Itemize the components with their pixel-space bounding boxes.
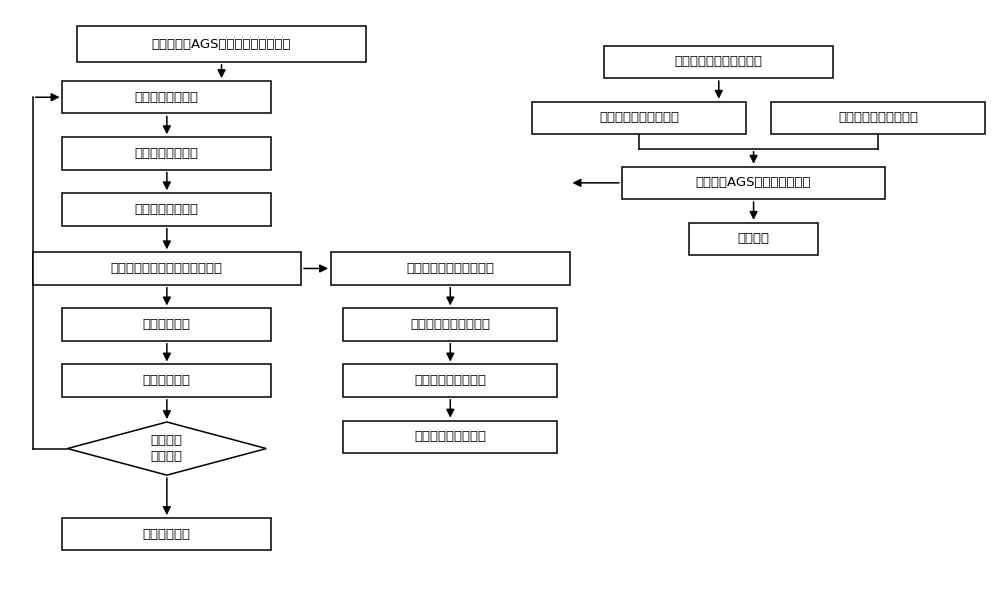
FancyBboxPatch shape xyxy=(532,102,746,134)
FancyBboxPatch shape xyxy=(622,167,885,199)
Text: 控制策略集成至上位机: 控制策略集成至上位机 xyxy=(838,111,918,125)
Text: 确定车速、AGS开度及风扇转速范围: 确定车速、AGS开度及风扇转速范围 xyxy=(152,38,291,51)
Text: 确定样本方案个数: 确定样本方案个数 xyxy=(135,91,199,104)
FancyBboxPatch shape xyxy=(604,45,833,78)
FancyBboxPatch shape xyxy=(343,308,557,341)
FancyBboxPatch shape xyxy=(343,421,557,453)
FancyBboxPatch shape xyxy=(62,308,271,341)
FancyBboxPatch shape xyxy=(77,26,366,62)
Text: 样本方案仿真计算: 样本方案仿真计算 xyxy=(135,203,199,216)
Text: 输出代理模型: 输出代理模型 xyxy=(143,527,191,541)
FancyBboxPatch shape xyxy=(62,81,271,113)
Text: 每一时刻AGS开度及风扇转速: 每一时刻AGS开度及风扇转速 xyxy=(696,176,811,190)
Text: 采集结果输入至上位机: 采集结果输入至上位机 xyxy=(599,111,679,125)
Text: 计算得到换热器进风量: 计算得到换热器进风量 xyxy=(410,318,490,331)
FancyBboxPatch shape xyxy=(771,102,985,134)
FancyBboxPatch shape xyxy=(33,252,301,285)
FancyBboxPatch shape xyxy=(689,223,818,255)
Text: 构建代理模型: 构建代理模型 xyxy=(143,318,191,331)
Text: 是否满足
精度要求: 是否满足 精度要求 xyxy=(151,434,183,463)
Text: 将代理模型集成至上位机: 将代理模型集成至上位机 xyxy=(406,262,494,275)
Text: 车速信息: 车速信息 xyxy=(738,232,770,246)
Polygon shape xyxy=(67,422,266,475)
FancyBboxPatch shape xyxy=(62,137,271,170)
Text: 确定样本方案列表: 确定样本方案列表 xyxy=(135,147,199,160)
Text: 代理模型验算: 代理模型验算 xyxy=(143,374,191,387)
Text: 热管理关键部件温度采集: 热管理关键部件温度采集 xyxy=(675,55,763,69)
Text: 不同方案换热器进风量计算结果: 不同方案换热器进风量计算结果 xyxy=(111,262,223,275)
Text: 风机输出瞬时进风量: 风机输出瞬时进风量 xyxy=(414,430,486,443)
FancyBboxPatch shape xyxy=(62,364,271,397)
FancyBboxPatch shape xyxy=(331,252,570,285)
Text: 输入变频风机控制器: 输入变频风机控制器 xyxy=(414,374,486,387)
FancyBboxPatch shape xyxy=(62,518,271,551)
FancyBboxPatch shape xyxy=(343,364,557,397)
FancyBboxPatch shape xyxy=(62,193,271,226)
